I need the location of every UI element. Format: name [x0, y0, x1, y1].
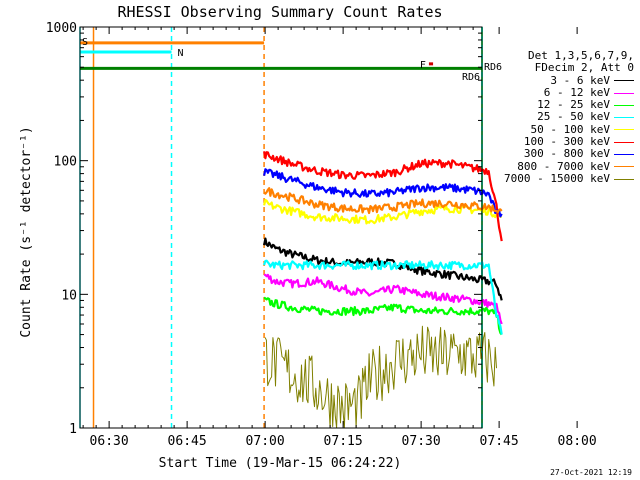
- x-tick-label: 07:00: [246, 434, 285, 449]
- state-bar-label: RD6: [484, 62, 502, 73]
- series-line: [263, 259, 503, 335]
- generation-timestamp: 27-Oct-2021 12:19: [550, 468, 632, 477]
- y-tick-label: 100: [54, 155, 77, 170]
- x-tick-label: 07:30: [402, 434, 441, 449]
- legend-entry: 6 - 12 keV: [504, 85, 634, 99]
- series-line: [263, 168, 503, 218]
- x-tick-label: 08:00: [558, 434, 597, 449]
- legend-entry-label: 800 - 7000 keV: [517, 159, 610, 173]
- legend-swatch: [614, 141, 634, 143]
- legend-entry-label: 300 - 800 keV: [523, 147, 610, 161]
- legend-entry: 12 - 25 keV: [504, 98, 634, 112]
- legend-entry-label: 3 - 6 keV: [550, 73, 610, 87]
- legend-swatch: [614, 129, 634, 131]
- state-bar-label: S: [82, 37, 88, 48]
- legend-entry-label: 100 - 300 keV: [523, 135, 610, 149]
- legend-entries: 3 - 6 keV 6 - 12 keV 12 - 25 keV 25 - 50 ke…: [504, 73, 634, 186]
- state-bar-label: RD6: [462, 72, 480, 83]
- legend-header-line-1: Det 1,3,5,6,7,9,: [528, 49, 634, 62]
- state-bar-label: F: [420, 60, 426, 71]
- legend-header-line-2: FDecim 2, Att 0: [534, 61, 634, 75]
- y-axis-label: Count Rate (s⁻¹ detector⁻¹): [19, 126, 34, 337]
- x-tick-label: 07:45: [480, 434, 519, 449]
- legend-entry: 300 - 800 keV: [504, 148, 634, 160]
- legend-swatch: [614, 80, 634, 82]
- x-tick-label: 06:45: [168, 434, 207, 449]
- legend: Det 1,3,5,6,7,9, FDecim 2, Att 0 3 - 6 k…: [504, 49, 634, 186]
- legend-entry-label: 50 - 100 keV: [530, 122, 610, 136]
- x-axis-label: Start Time (19-Mar-15 06:24:22): [159, 456, 402, 471]
- legend-entry: 50 - 100 keV: [504, 122, 634, 136]
- series-line: [263, 187, 503, 215]
- legend-entry: 800 - 7000 keV: [504, 159, 634, 173]
- series-line: [263, 273, 503, 325]
- series-line: [264, 325, 497, 429]
- series-line: [263, 151, 503, 242]
- legend-entry-label: 25 - 50 keV: [537, 110, 610, 124]
- legend-swatch: [614, 166, 634, 168]
- legend-entry: 25 - 50 keV: [504, 111, 634, 123]
- series-line: [263, 198, 502, 225]
- state-bar-label: N: [178, 48, 184, 59]
- axis-group: 06:30 06:45 07:00 07:15 07:30 07:45 08:00 1 10 10…: [46, 21, 597, 449]
- legend-swatch: [614, 92, 634, 94]
- legend-entry-label: 7000 - 15000 keV: [504, 171, 610, 185]
- x-tick-label: 06:30: [90, 434, 129, 449]
- legend-entry-label: 12 - 25 keV: [537, 98, 610, 112]
- plot-frame: [79, 26, 483, 429]
- y-tick-label: 1: [69, 422, 77, 437]
- y-tick-label: 10: [61, 288, 77, 303]
- legend-entry: 3 - 6 keV: [504, 73, 634, 87]
- series-group: [263, 151, 503, 429]
- vertical-marker-group: [79, 27, 483, 428]
- legend-entry: 100 - 300 keV: [504, 135, 634, 149]
- chart-title: RHESSI Observing Summary Count Rates: [117, 3, 442, 21]
- legend-swatch: [614, 178, 634, 180]
- y-tick-label: 1000: [46, 21, 77, 36]
- legend-swatch: [614, 104, 634, 106]
- legend-entry: 7000 - 15000 keV: [504, 171, 634, 185]
- series-line: [263, 296, 503, 336]
- legend-swatch: [614, 117, 634, 119]
- legend-entry-label: 6 - 12 keV: [543, 85, 610, 99]
- x-tick-label: 07:15: [324, 434, 363, 449]
- legend-swatch: [614, 154, 634, 156]
- state-bar-group: S N F RD6 RD6: [80, 37, 502, 83]
